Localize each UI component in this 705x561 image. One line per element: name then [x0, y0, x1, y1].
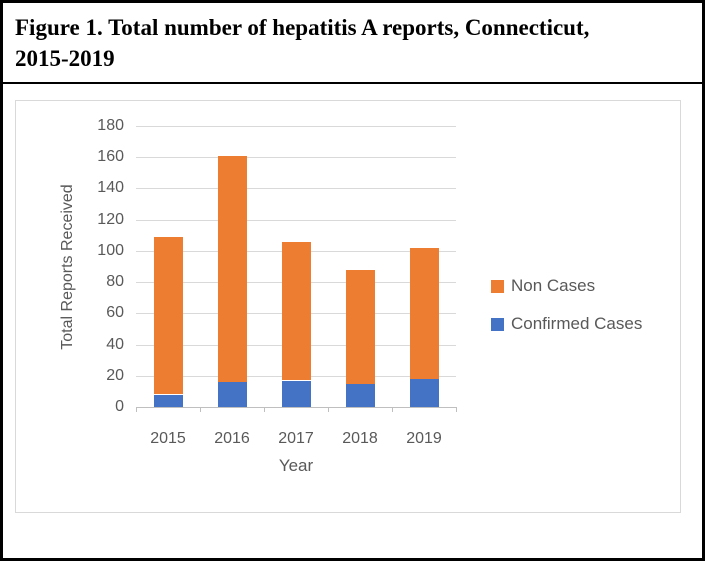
gridline-y-140: [136, 188, 456, 190]
chart-area: Total Reports Received 0 20 40 60 80 100 120 14…: [16, 101, 680, 512]
legend-label: Non Cases: [511, 276, 596, 295]
y-tick-label-60: 60: [106, 304, 124, 322]
figure-title-line-1: Figure 1. Total number of hepatitis A re…: [15, 15, 590, 40]
y-tick-label-180: 180: [97, 117, 124, 134]
bar-segment-2017-non-cases: [281, 241, 311, 381]
y-tick-label-160: 160: [97, 148, 124, 166]
x-tick-label-2017: 2017: [278, 430, 314, 447]
bar-segment-2015-non-cases: [153, 236, 183, 395]
legend-swatch-non-cases: [491, 279, 504, 293]
y-tick-label-40: 40: [106, 335, 124, 353]
y-tick-label-20: 20: [106, 366, 124, 384]
bar-segment-2016-confirmed-cases: [217, 382, 247, 407]
y-tick-label-100: 100: [97, 241, 124, 259]
x-axis-line: [136, 407, 456, 408]
x-axis-title: Year: [278, 456, 314, 475]
x-axis-tickmark: [328, 407, 329, 412]
x-axis-tickmark: [392, 407, 393, 412]
bar-segment-2018-confirmed-cases: [345, 383, 375, 407]
x-tick-label-2019: 2019: [406, 430, 442, 447]
bar-segment-2018-non-cases: [345, 269, 375, 384]
y-tick-label-140: 140: [97, 179, 124, 197]
bar-segment-2016-non-cases: [217, 155, 247, 383]
x-axis-tickmark: [136, 407, 137, 412]
gridline-y-160: [136, 157, 456, 159]
chart-container: Total Reports Received 0 20 40 60 80 100 120 14…: [15, 100, 681, 513]
y-tick-label-0: 0: [115, 398, 124, 415]
x-tick-label-2016: 2016: [214, 430, 250, 447]
legend-label: Confirmed Cases: [511, 314, 643, 333]
x-axis-tickmark: [264, 407, 265, 412]
legend-item-confirmed-cases: Confirmed Cases: [491, 314, 642, 334]
bar-segment-2017-confirmed-cases: [281, 380, 311, 407]
bar-segment-2015-confirmed-cases: [153, 394, 183, 407]
bar-segment-2019-non-cases: [409, 247, 439, 379]
y-tick-label-80: 80: [106, 273, 124, 291]
legend-swatch-confirmed-cases: [491, 317, 504, 331]
gridline-y-120: [136, 219, 456, 221]
legend-item-non-cases: Non Cases: [491, 276, 595, 296]
y-axis-title: Total Reports Received: [59, 184, 76, 350]
x-tick-label-2015: 2015: [150, 430, 186, 447]
x-axis-tickmark: [456, 407, 457, 412]
x-axis-tickmark: [200, 407, 201, 412]
bar-segment-2019-confirmed-cases: [409, 378, 439, 407]
figure-title-line-2: 2015-2019: [15, 46, 115, 71]
y-tick-label-120: 120: [97, 210, 124, 228]
figure-title: Figure 1. Total number of hepatitis A re…: [3, 3, 702, 84]
gridline-y-180: [136, 126, 456, 127]
x-tick-label-2018: 2018: [342, 430, 378, 447]
